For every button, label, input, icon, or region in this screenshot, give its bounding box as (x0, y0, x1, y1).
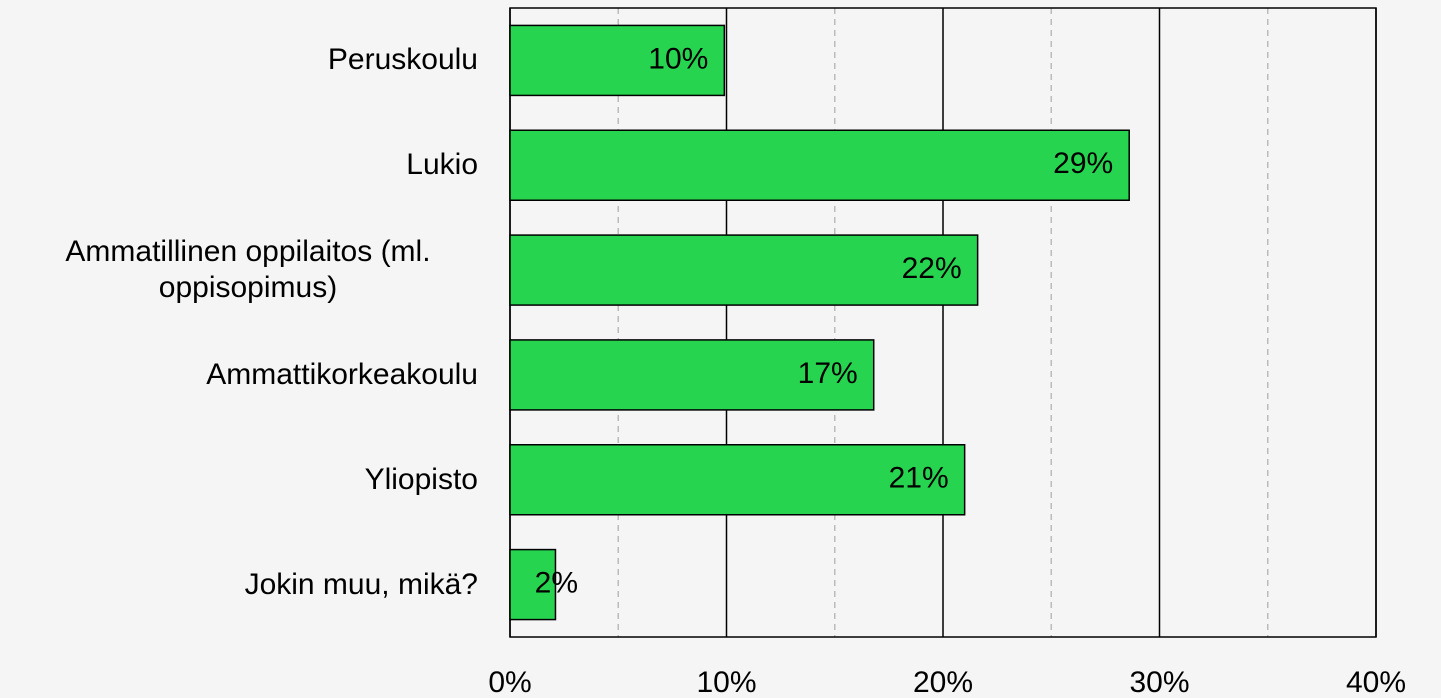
bar (509, 129, 1130, 201)
x-tick-label: 30% (1129, 666, 1189, 698)
value-label: 10% (648, 42, 708, 75)
bar (509, 339, 875, 411)
x-tick-label: 0% (488, 666, 531, 698)
x-tick-label: 40% (1346, 666, 1406, 698)
value-label: 2% (535, 567, 578, 600)
bar (509, 234, 979, 306)
value-label: 17% (798, 357, 858, 390)
x-tick-label: 20% (913, 666, 973, 698)
x-tick-label: 10% (696, 666, 756, 698)
bar (509, 548, 557, 621)
y-tick-label: Peruskoulu (327, 43, 478, 77)
y-tick-label: Jokin muu, mikä? (244, 567, 478, 601)
y-tick-label: Yliopisto (364, 462, 478, 496)
value-label: 22% (902, 252, 962, 285)
bar (509, 24, 726, 97)
value-label: 29% (1053, 147, 1113, 180)
y-tick-label: Lukio (406, 148, 478, 182)
plot-frame (509, 7, 1377, 638)
y-tick-label: Ammattikorkeakoulu (206, 357, 478, 391)
bar (509, 444, 966, 516)
value-label: 21% (889, 462, 949, 495)
y-tick-label: Ammatillinen oppilaitos (ml. oppisopimus… (65, 235, 431, 305)
